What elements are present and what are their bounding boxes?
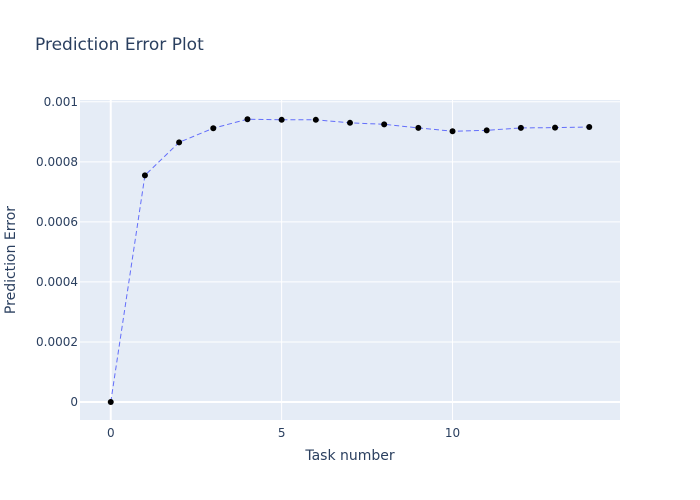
y-tick-label: 0.0004 (36, 275, 78, 289)
data-point[interactable] (278, 116, 285, 123)
y-tick-label: 0.001 (44, 95, 78, 109)
chart-title: Prediction Error Plot (35, 35, 204, 55)
y-tick-label: 0 (70, 395, 78, 409)
y-tick-label: 0.0002 (36, 335, 78, 349)
data-point[interactable] (517, 124, 524, 131)
data-point[interactable] (415, 124, 422, 131)
data-point[interactable] (449, 128, 456, 135)
tick-labels: 0 5 10 0 0.0002 0.0004 0.0006 0.0008 0.001 (36, 95, 460, 440)
data-point[interactable] (312, 116, 319, 123)
data-point[interactable] (347, 119, 353, 126)
data-point[interactable] (381, 121, 388, 128)
data-point[interactable] (107, 398, 114, 405)
data-point[interactable] (141, 172, 148, 179)
data-point[interactable] (586, 124, 593, 131)
data-point[interactable] (552, 124, 559, 131)
x-tick-label: 0 (107, 426, 115, 440)
y-tick-label: 0.0008 (36, 155, 78, 169)
plot-area (80, 100, 620, 420)
x-tick-label: 10 (445, 426, 460, 440)
series-group (107, 116, 593, 405)
x-tick-label: 5 (278, 426, 286, 440)
gridlines (80, 100, 620, 420)
data-point[interactable] (210, 125, 217, 132)
data-point[interactable] (483, 127, 490, 134)
y-axis-title: Prediction Error (3, 206, 19, 314)
data-point[interactable] (244, 116, 251, 123)
y-tick-label: 0.0006 (36, 215, 78, 229)
x-axis-title: Task number (304, 448, 395, 464)
data-point[interactable] (176, 139, 183, 146)
